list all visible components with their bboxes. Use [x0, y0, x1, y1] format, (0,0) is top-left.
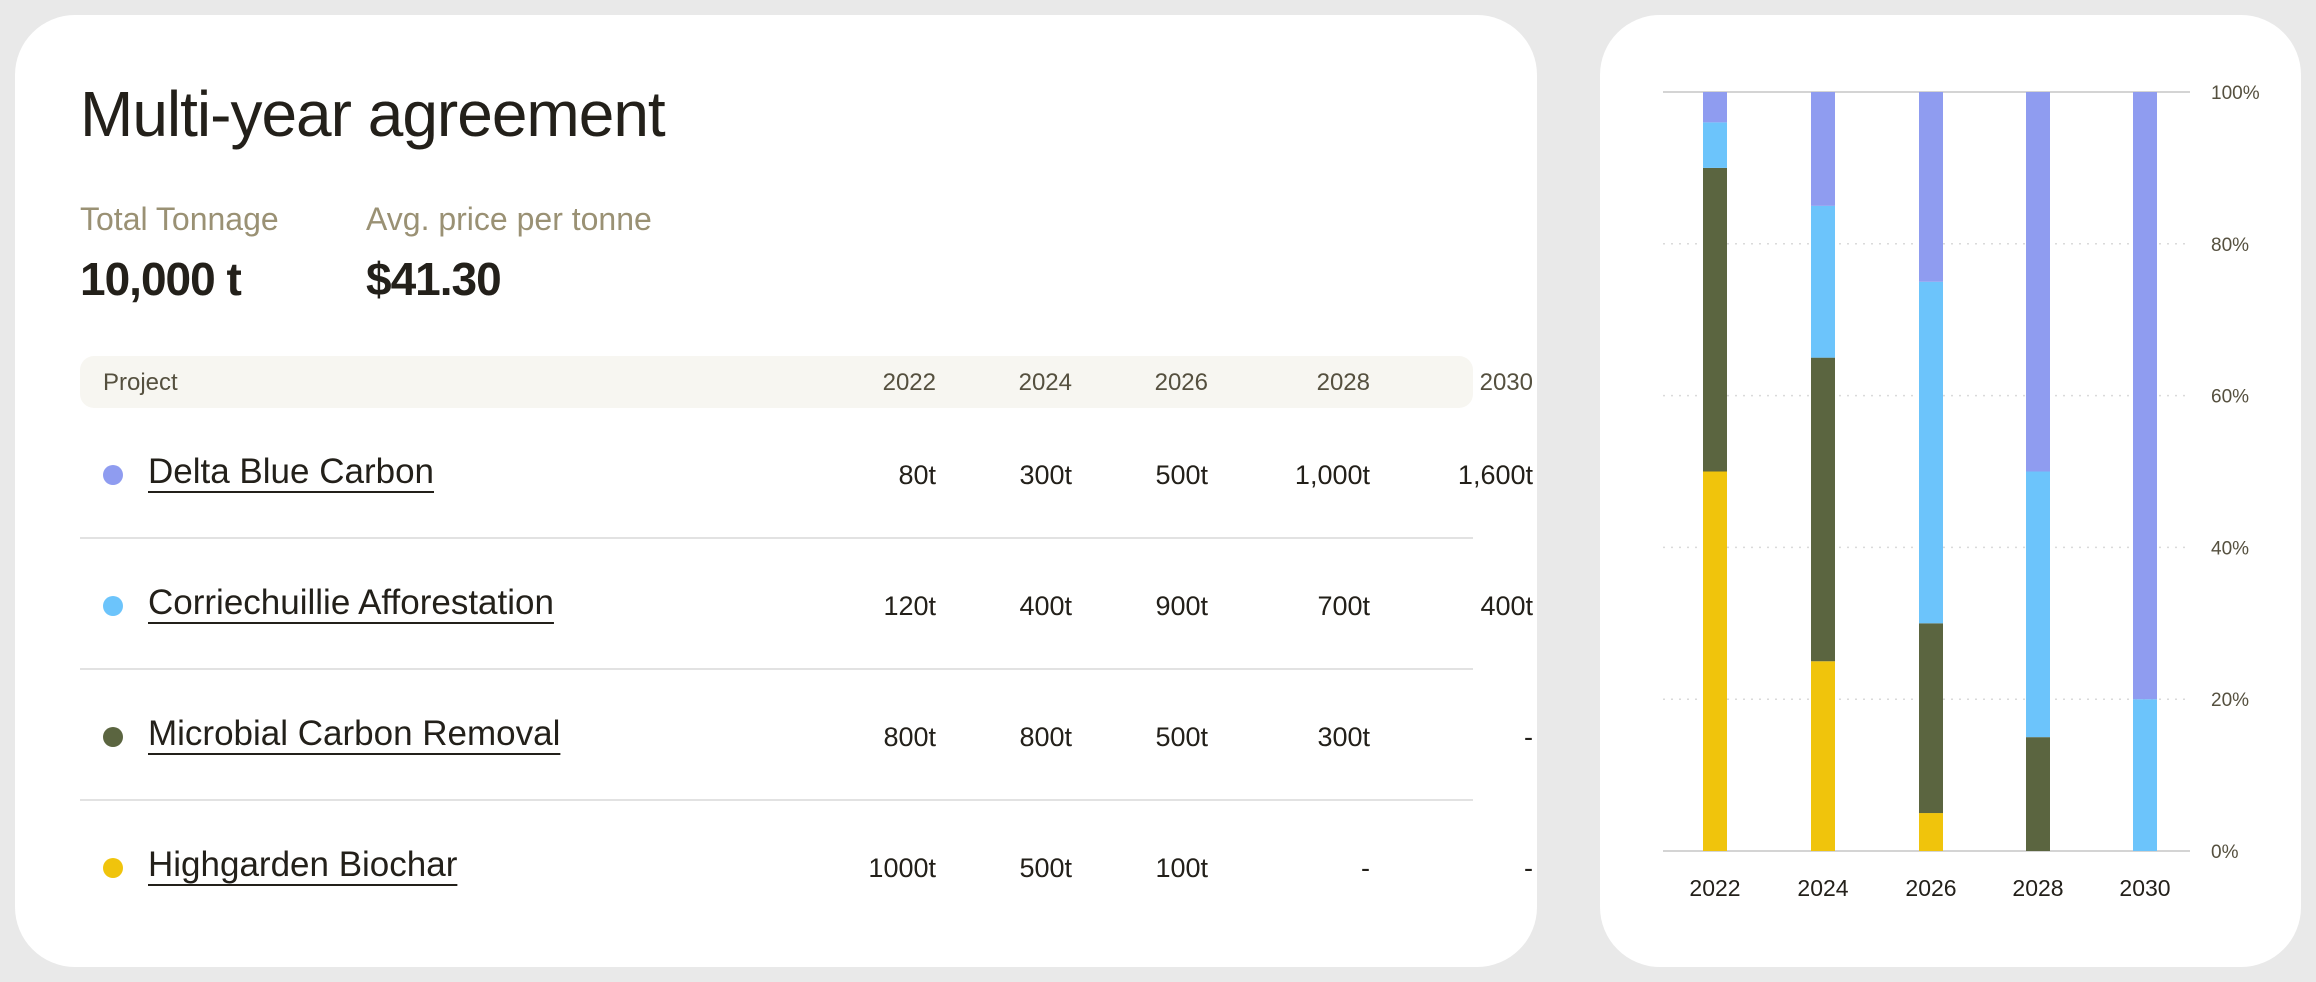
table-header: Project 2022 2024 2026 2028 2030	[80, 356, 1533, 408]
bar-segment	[1811, 357, 1835, 662]
project-color-dot	[103, 727, 123, 747]
cell-2026: 500t	[1155, 722, 1208, 752]
cell-2028: 1,000t	[1294, 460, 1370, 490]
bar-segment	[1811, 205, 1835, 358]
agreement-card: Multi-year agreement Total Tonnage 10,00…	[15, 15, 1537, 967]
cell-2030: 1,600t	[1457, 460, 1533, 490]
avg-price-stat: Avg. price per tonne $41.30	[366, 201, 652, 306]
project-link-corriechuillie-afforestation[interactable]: Corriechuillie Afforestation	[148, 583, 554, 622]
cell-2030: -	[1524, 853, 1533, 883]
header-2024: 2024	[1018, 369, 1072, 396]
y-tick-label: 60%	[2211, 387, 2249, 408]
cell-2024: 400t	[1019, 591, 1072, 621]
header-2030: 2030	[1479, 369, 1533, 396]
project-link-delta-blue-carbon[interactable]: Delta Blue Carbon	[148, 452, 434, 491]
y-tick-label: 40%	[2211, 538, 2249, 559]
cell-2022: 80t	[898, 460, 936, 490]
bar-segment	[2133, 699, 2157, 851]
cell-2028: 700t	[1317, 591, 1370, 621]
bar-segment	[1703, 92, 1727, 123]
page-title: Multi-year agreement	[80, 78, 666, 150]
bar-segment	[2026, 737, 2050, 851]
bar-segment	[2133, 92, 2157, 700]
cell-2026: 500t	[1155, 460, 1208, 490]
bar-segment	[1703, 167, 1727, 472]
bar-segment	[1811, 661, 1835, 851]
table-row: Corriechuillie Afforestation 120t 400t 900t…	[80, 539, 1533, 670]
x-tick-label: 2026	[1905, 875, 1956, 901]
header-2022: 2022	[882, 369, 936, 396]
cell-2022: 120t	[883, 591, 936, 621]
project-color-dot	[103, 596, 123, 616]
bar-segment	[1811, 92, 1835, 206]
x-tick-label: 2030	[2119, 875, 2170, 901]
cell-2028: 300t	[1317, 722, 1370, 752]
table-row: Microbial Carbon Removal 800t 800t 500t 300t…	[80, 670, 1533, 801]
x-tick-label: 2028	[2012, 875, 2063, 901]
bar-segment	[1703, 471, 1727, 851]
cell-2022: 800t	[883, 722, 936, 752]
cell-2026: 100t	[1155, 853, 1208, 883]
y-tick-label: 20%	[2211, 690, 2249, 711]
bar-segment	[1703, 122, 1727, 168]
avg-price-value: $41.30	[366, 253, 502, 305]
header-2026: 2026	[1154, 369, 1208, 396]
x-tick-label: 2022	[1689, 875, 1740, 901]
cell-2022: 1000t	[868, 853, 936, 883]
y-tick-label: 100%	[2211, 83, 2260, 104]
header-2028: 2028	[1316, 369, 1370, 396]
avg-price-label: Avg. price per tonne	[366, 201, 652, 237]
project-link-microbial-carbon-removal[interactable]: Microbial Carbon Removal	[148, 714, 561, 753]
y-tick-label: 80%	[2211, 235, 2249, 256]
table-row: Highgarden Biochar 1000t 500t 100t - -	[80, 801, 1533, 930]
header-project: Project	[103, 369, 178, 396]
total-tonnage-value: 10,000 t	[80, 253, 242, 305]
table-row: Delta Blue Carbon 80t 300t 500t 1,000t 1,600t	[80, 408, 1533, 539]
x-tick-label: 2024	[1797, 875, 1848, 901]
cell-2024: 800t	[1019, 722, 1072, 752]
project-link-highgarden-biochar[interactable]: Highgarden Biochar	[148, 845, 458, 884]
y-tick-label: 0%	[2211, 842, 2239, 863]
bar-segment	[1919, 92, 1943, 282]
cell-2030: -	[1524, 722, 1533, 752]
project-color-dot	[103, 465, 123, 485]
cell-2028: -	[1361, 853, 1370, 883]
cell-2026: 900t	[1155, 591, 1208, 621]
projects-table: Project 2022 2024 2026 2028 2030 Delta B…	[80, 356, 1533, 930]
bar-segment	[1919, 813, 1943, 851]
cell-2024: 500t	[1019, 853, 1072, 883]
project-color-dot	[103, 858, 123, 878]
bar-segment	[2026, 92, 2050, 472]
total-tonnage-label: Total Tonnage	[80, 201, 279, 237]
bar-segment	[2026, 471, 2050, 738]
total-tonnage-stat: Total Tonnage 10,000 t	[80, 201, 279, 306]
bar-segment	[1919, 623, 1943, 814]
cell-2030: 400t	[1480, 591, 1533, 621]
bar-segment	[1919, 281, 1943, 624]
cell-2024: 300t	[1019, 460, 1072, 490]
